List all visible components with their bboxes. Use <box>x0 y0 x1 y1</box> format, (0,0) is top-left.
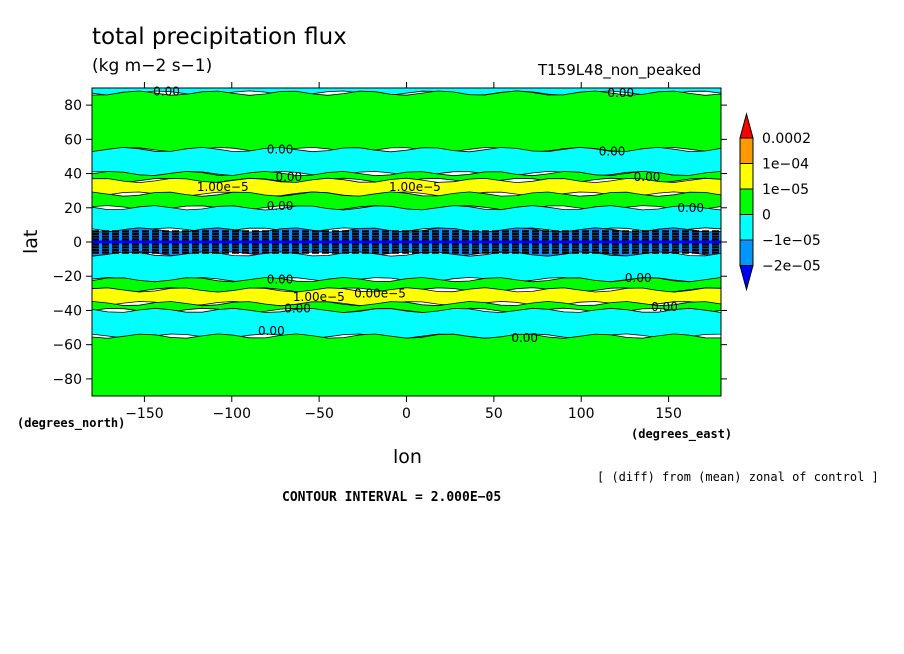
run-name: T159L48_non_peaked <box>538 61 702 79</box>
y-tick-label: 40 <box>64 167 82 183</box>
colorbar-label-5: −2e−05 <box>762 259 821 275</box>
axes: −150 −100 −50 0 50 100 150 −80 −60 −40 −20 0 20 40 60 8… <box>52 82 727 422</box>
x-tick-label: 0 <box>402 406 411 422</box>
chart-units: (kg m−2 s−1) <box>92 56 213 76</box>
x-axis-label: lon <box>393 446 422 468</box>
contour-label-12: 1.00e−5 <box>293 290 345 304</box>
y-tick-label: 0 <box>73 235 82 251</box>
contour-label-14: 0.00 <box>284 302 311 316</box>
contour-label-3: 0.00 <box>599 144 626 158</box>
colorbar-swatch-4 <box>739 239 754 266</box>
colorbar-bottom-arrow <box>739 265 754 292</box>
x-axis-units: (degrees_east) <box>631 427 733 441</box>
plot-area: 0.00 0.000.00 0.000.00 0.001.00e−5 1.00e−50.… <box>91 84 722 397</box>
x-tick-label: 50 <box>485 406 503 422</box>
x-tick-label: 150 <box>655 406 682 422</box>
contour-label-0: 0.00 <box>153 84 180 98</box>
colorbar-label-1: 1e−04 <box>762 157 809 173</box>
colorbar-swatch-2 <box>739 188 754 215</box>
y-tick-label: −60 <box>52 338 82 354</box>
colorbar: 0.0002 1e−04 1e−05 0 −1e−05 −2e−05 <box>739 112 821 292</box>
contour-label-13: 0.00e−5 <box>354 286 406 300</box>
band-13 <box>91 333 722 397</box>
colorbar-label-4: −1e−05 <box>762 233 821 249</box>
x-tick-label: −150 <box>125 406 163 422</box>
contour-label-17: 0.00 <box>511 331 538 345</box>
y-tick-label: −40 <box>52 303 82 319</box>
contour-label-5: 0.00 <box>634 170 661 184</box>
contour-label-1: 0.00 <box>607 86 634 100</box>
contour-label-4: 0.00 <box>275 170 302 184</box>
colorbar-swatch-1 <box>739 163 754 190</box>
contour-label-8: 0.00 <box>267 199 294 213</box>
y-tick-label: −80 <box>52 372 82 388</box>
y-tick-label: 60 <box>64 132 82 148</box>
contour-label-9: 0.00 <box>677 201 704 215</box>
y-tick-label: 80 <box>64 98 82 114</box>
colorbar-swatch-3 <box>739 214 754 241</box>
colorbar-swatch-0 <box>739 137 754 164</box>
contour-label-6: 1.00e−5 <box>197 180 249 194</box>
contour-label-2: 0.00 <box>267 143 294 157</box>
colorbar-label-0: 0.0002 <box>762 131 811 147</box>
contour-label-15: 0.00 <box>651 300 678 314</box>
chart-title: total precipitation flux <box>92 24 347 50</box>
contour-label-11: 0.00 <box>625 271 652 285</box>
y-tick-label: −20 <box>52 269 82 285</box>
x-tick-label: −100 <box>213 406 251 422</box>
band-6 <box>91 205 722 233</box>
x-tick-label: −50 <box>304 406 334 422</box>
contour-label-10: 0.00 <box>267 273 294 287</box>
y-tick-label: 20 <box>64 201 82 217</box>
diff-note: [ (diff) from (mean) zonal of control ] <box>597 470 879 484</box>
y-axis-units: (degrees_north) <box>17 416 126 430</box>
contour-label-16: 0.00 <box>258 324 285 338</box>
contour-label-7: 1.00e−5 <box>389 180 441 194</box>
x-tick-label: 100 <box>568 406 595 422</box>
colorbar-label-2: 1e−05 <box>762 182 809 198</box>
colorbar-top-arrow <box>739 112 754 139</box>
colorbar-label-3: 0 <box>762 208 771 224</box>
band-12 <box>91 307 722 339</box>
contour-interval: CONTOUR INTERVAL = 2.000E−05 <box>282 490 502 505</box>
